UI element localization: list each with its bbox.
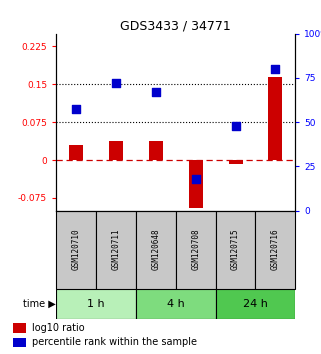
- Text: GSM120716: GSM120716: [271, 229, 280, 270]
- Text: GSM120711: GSM120711: [111, 229, 120, 270]
- Bar: [69, 145, 83, 160]
- Point: [193, 176, 198, 182]
- Text: GSM120710: GSM120710: [72, 229, 81, 270]
- Bar: [176, 211, 216, 289]
- Text: GSM120715: GSM120715: [231, 229, 240, 270]
- Text: percentile rank within the sample: percentile rank within the sample: [32, 337, 197, 348]
- Bar: [96, 211, 136, 289]
- Bar: [109, 141, 123, 160]
- Text: GSM120708: GSM120708: [191, 229, 200, 270]
- Bar: [268, 76, 282, 160]
- Bar: [13, 338, 26, 347]
- Bar: [149, 141, 163, 160]
- Text: log10 ratio: log10 ratio: [32, 323, 85, 333]
- Point: [153, 89, 158, 95]
- Bar: [56, 211, 96, 289]
- Bar: [229, 160, 242, 164]
- Point: [74, 106, 79, 112]
- Bar: [56, 289, 136, 319]
- Text: 24 h: 24 h: [243, 298, 268, 309]
- Text: GSM120648: GSM120648: [151, 229, 160, 270]
- Bar: [13, 324, 26, 333]
- Point: [113, 80, 118, 86]
- Point: [233, 123, 238, 129]
- Bar: [136, 289, 216, 319]
- Text: 1 h: 1 h: [87, 298, 105, 309]
- Bar: [189, 160, 203, 208]
- Point: [273, 66, 278, 72]
- Bar: [256, 211, 295, 289]
- Bar: [136, 211, 176, 289]
- Title: GDS3433 / 34771: GDS3433 / 34771: [120, 19, 231, 33]
- Bar: [216, 211, 256, 289]
- Text: 4 h: 4 h: [167, 298, 185, 309]
- Text: time ▶: time ▶: [23, 298, 56, 309]
- Bar: [216, 289, 295, 319]
